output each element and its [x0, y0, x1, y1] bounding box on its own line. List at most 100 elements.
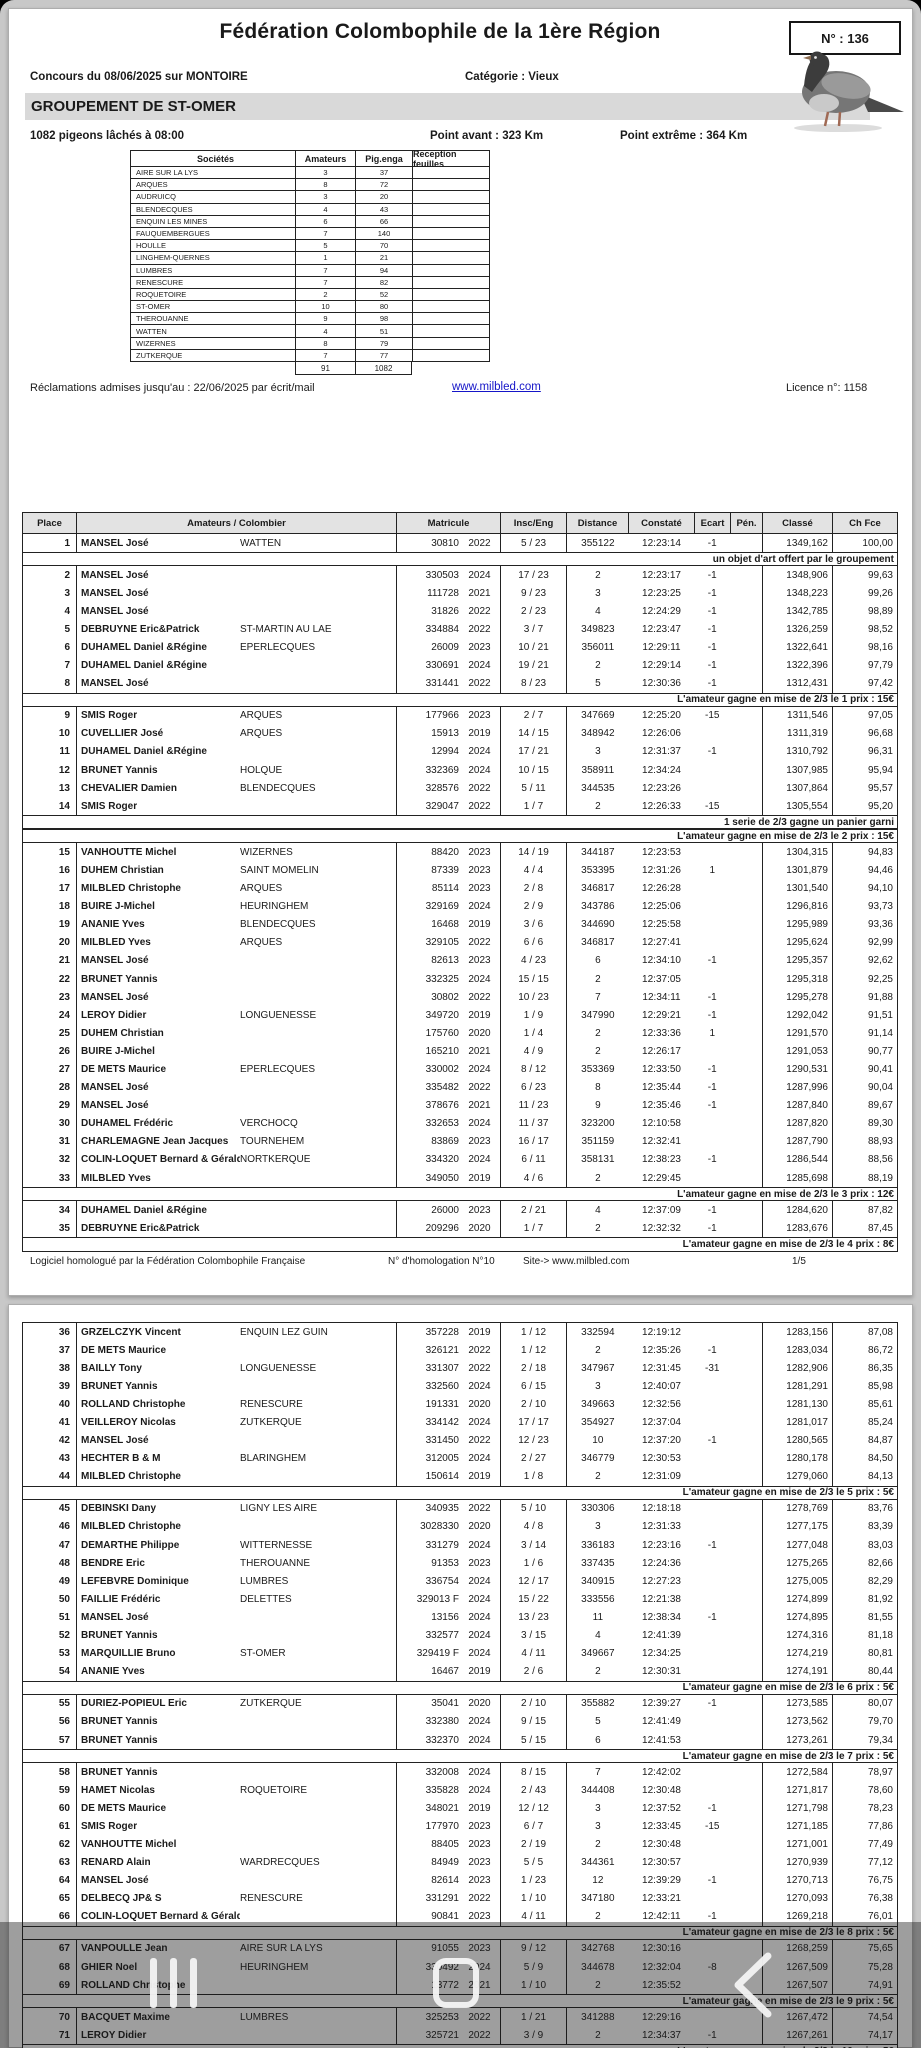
- timing-cell: 340915 12:27:23: [567, 1572, 763, 1591]
- timing-cell: 6 12:34:10 -1: [567, 951, 763, 970]
- insc-eng-cell: 5 / 23: [501, 534, 567, 553]
- place-cell: 44: [23, 1467, 77, 1486]
- society-row: BLENDECQUES 4 43: [130, 203, 490, 216]
- distance-value: 2: [595, 660, 601, 672]
- fancier-name: ANANIE Yves: [81, 1666, 145, 1678]
- fancier-name: MILBLED Christophe: [81, 1471, 181, 1483]
- constate-value: 12:29:16: [642, 2011, 681, 2023]
- timing-cell: 356011 12:29:11 -1: [567, 638, 763, 657]
- constate-value: 12:35:52: [642, 1979, 681, 1991]
- society-row: ENQUIN LES MINES 6 66: [130, 215, 490, 228]
- constate-value: 12:34:37: [642, 2029, 681, 2041]
- amateur-cell: DEBRUYNE Eric&Patrick: [77, 1219, 397, 1238]
- timing-cell: 4 12:37:09 -1: [567, 1201, 763, 1220]
- ecart-value: -1: [707, 1539, 717, 1551]
- chfce-cell: 98,52: [867, 623, 893, 635]
- constate-value: 12:30:16: [642, 1943, 681, 1955]
- constate-value: 12:30:53: [642, 1453, 681, 1465]
- timing-cell: 349663 12:32:56: [567, 1395, 763, 1414]
- society-pigenga: 70: [356, 240, 413, 252]
- result-row: 31 CHARLEMAGNE Jean Jacques TOURNEHEM 83869…: [23, 1132, 897, 1151]
- constate-value: 12:10:58: [642, 1118, 681, 1130]
- society-amateurs: 4: [296, 203, 356, 215]
- result-row: 12 BRUNET Yannis HOLQUE 332369 2024 10 / 15 35…: [23, 761, 897, 780]
- constate-value: 12:25:06: [642, 901, 681, 913]
- recents-icon[interactable]: [150, 1958, 202, 2008]
- insc-eng-cell: 1 / 10: [501, 1976, 567, 1995]
- amateur-cell: HAMET Nicolas ROQUETOIRE: [77, 1781, 397, 1800]
- timing-cell: 349667 12:34:25: [567, 1644, 763, 1663]
- constate-value: 12:26:06: [642, 728, 681, 740]
- societies-header-societes: Sociétés: [131, 151, 296, 166]
- societies-header-row: Sociétés Amateurs Pig.enga Reception feu…: [130, 149, 490, 169]
- ring-number: 191331: [425, 1398, 459, 1410]
- insc-eng-cell: 2 / 23: [501, 602, 567, 621]
- matricule-cell: 332369 2024: [397, 761, 501, 780]
- fancier-city: LIGNY LES AIRE: [240, 1503, 318, 1515]
- amateur-cell: COLIN-LOQUET Bernard & Gérald NORTKERQUE: [77, 1150, 397, 1169]
- timing-cell: 347669 12:25:20 -15: [567, 706, 763, 725]
- matricule-cell: 329047 2022: [397, 797, 501, 816]
- distance-value: 11: [592, 1611, 604, 1623]
- results-table-page2: 36 GRZELCZYK Vincent ENQUIN LEZ GUIN 357228…: [22, 1322, 898, 2048]
- ring-year: 2022: [468, 623, 491, 635]
- fancier-name: DUHAMEL Frédéric: [81, 1118, 174, 1130]
- place-cell: 35: [23, 1219, 77, 1238]
- ring-number: 209296: [425, 1222, 459, 1234]
- result-row: 2 MANSEL José 330503 2024 17 / 23 2 12:23:17 -1…: [23, 566, 897, 585]
- matricule-cell: 26000 2023: [397, 1201, 501, 1220]
- ring-year: 2022: [468, 991, 491, 1003]
- matricule-cell: 330503 2024: [397, 566, 501, 585]
- ecart-value: -1: [707, 537, 717, 549]
- society-reception: [413, 240, 489, 251]
- constate-value: 12:27:23: [642, 1575, 681, 1587]
- ring-number: 340935: [425, 1503, 459, 1515]
- insc-eng-cell: 10 / 15: [501, 761, 567, 780]
- matricule-cell: 209296 2020: [397, 1219, 501, 1238]
- matricule-cell: 150614 2019: [397, 1467, 501, 1486]
- fancier-city: WIZERNES: [240, 846, 293, 858]
- result-row: 42 MANSEL José 331450 2022 12 / 23 10 12:37:20…: [23, 1431, 897, 1450]
- chfce-cell: 99,63: [867, 569, 893, 581]
- society-row: ST-OMER 10 80: [130, 301, 490, 314]
- matricule-cell: 84949 2023: [397, 1853, 501, 1872]
- ring-year: 2024: [468, 1648, 491, 1660]
- amateur-cell: SMIS Roger: [77, 1817, 397, 1836]
- insc-eng-cell: 2 / 10: [501, 1694, 567, 1713]
- home-icon[interactable]: [433, 1958, 479, 2008]
- ring-year: 2024: [468, 1453, 491, 1465]
- place-cell: 27: [23, 1060, 77, 1079]
- back-icon[interactable]: [728, 1950, 776, 2020]
- ring-year: 2022: [468, 1082, 491, 1094]
- timing-cell: 344408 12:30:48: [567, 1781, 763, 1800]
- matricule-cell: 91353 2023: [397, 1554, 501, 1573]
- insc-eng-cell: 3 / 15: [501, 1626, 567, 1645]
- constate-value: 12:39:29: [642, 1875, 681, 1887]
- timing-cell: 8 12:35:44 -1: [567, 1078, 763, 1097]
- constate-value: 12:33:36: [642, 1027, 681, 1039]
- website-link[interactable]: www.milbled.com: [452, 381, 541, 393]
- ring-year: 2024: [468, 1766, 491, 1778]
- classe-cell: 1281,017: [763, 1413, 833, 1432]
- ring-number: 330691: [425, 660, 459, 672]
- societies-header-pigenga: Pig.enga: [356, 151, 413, 166]
- ecart-value: -1: [707, 605, 717, 617]
- result-row: 66 COLIN-LOQUET Bernard & Gérald 90841 2023…: [23, 1907, 897, 1926]
- matricule-cell: 349050 2019: [397, 1169, 501, 1188]
- timing-cell: 353395 12:31:26 1: [567, 861, 763, 880]
- timing-cell: 7 12:42:02: [567, 1763, 763, 1782]
- fancier-name: MANSEL José: [81, 1611, 149, 1623]
- timing-cell: 2 12:33:36 1: [567, 1024, 763, 1043]
- classe-cell: 1273,261: [763, 1730, 833, 1750]
- timing-cell: 346817 12:26:28: [567, 879, 763, 898]
- constate-value: 12:30:57: [642, 1857, 681, 1869]
- insc-eng-cell: 5 / 11: [501, 779, 567, 798]
- ring-number: 332370: [425, 1734, 459, 1746]
- matricule-cell: 331279 2024: [397, 1536, 501, 1555]
- society-amateurs: 9: [296, 313, 356, 325]
- result-row: 6 DUHAMEL Daniel &Régine EPERLECQUES 26009 2…: [23, 638, 897, 657]
- ring-year: 2023: [468, 642, 491, 654]
- ring-year: 2021: [468, 587, 491, 599]
- place-cell: 59: [23, 1781, 77, 1800]
- timing-cell: 4 12:41:39: [567, 1626, 763, 1645]
